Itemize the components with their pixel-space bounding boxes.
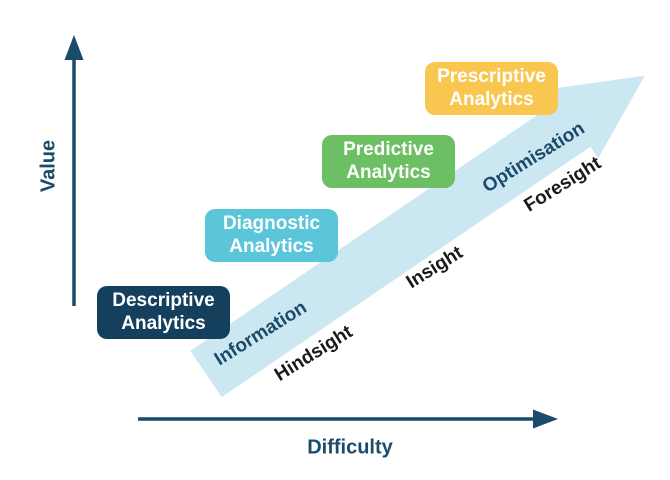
maturity-arrow <box>190 75 645 398</box>
stage-label-line1: Diagnostic <box>222 213 321 235</box>
stage-label-line1: Predictive <box>343 139 434 161</box>
stage-label-line2: Analytics <box>346 161 431 183</box>
stage-label-line2: Analytics <box>229 235 314 257</box>
x-axis-label: Difficulty <box>307 436 393 459</box>
stage-box-predictive-analytics: Predictive Analytics <box>322 135 455 188</box>
y-axis-arrowhead-icon <box>64 35 84 60</box>
stage-box-descriptive-analytics: Descriptive Analytics <box>97 286 230 339</box>
stage-label-line2: Analytics <box>449 88 534 110</box>
stage-label-line1: Descriptive <box>112 290 215 312</box>
stage-label-line1: Prescriptive <box>437 66 546 88</box>
stage-box-diagnostic-analytics: Diagnostic Analytics <box>205 209 338 262</box>
stage-box-prescriptive-analytics: Prescriptive Analytics <box>425 62 558 115</box>
stage-label-line2: Analytics <box>121 312 206 334</box>
x-axis-arrowhead-icon <box>533 409 558 429</box>
y-axis-label: Value <box>37 139 60 193</box>
